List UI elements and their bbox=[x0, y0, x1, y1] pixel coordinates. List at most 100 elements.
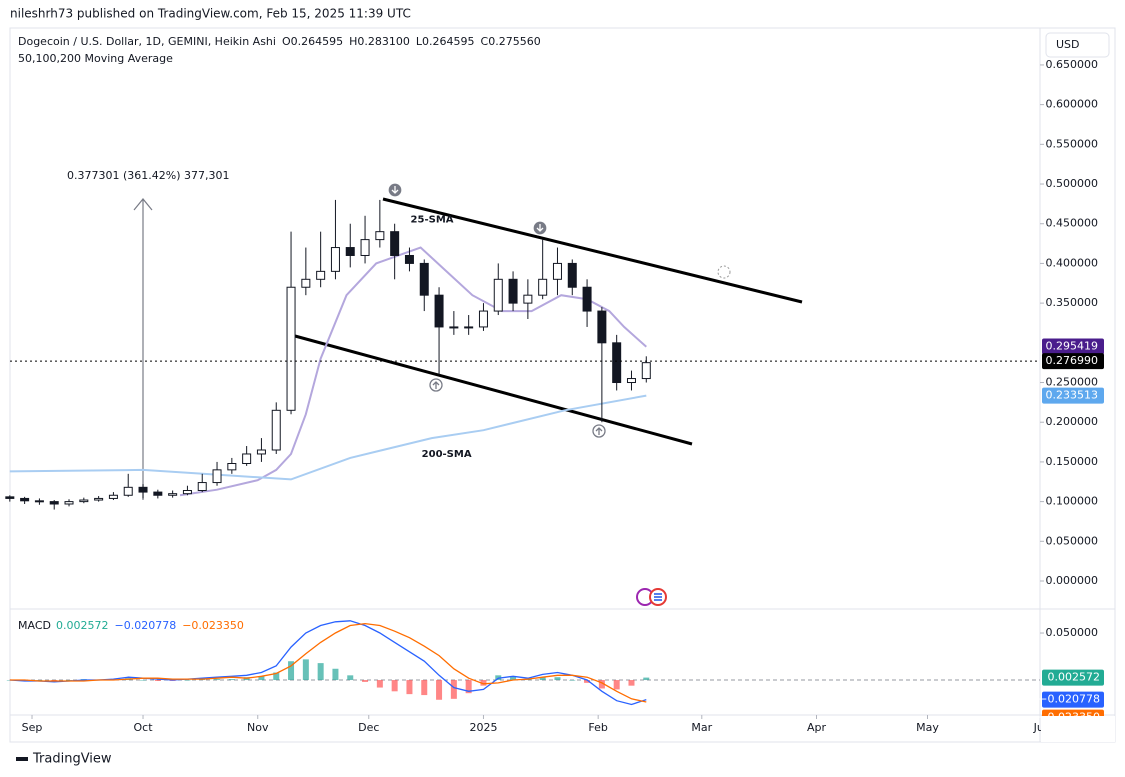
candle-body bbox=[138, 486, 148, 493]
macd-histogram-bar bbox=[436, 680, 443, 700]
ohlc-value: L0.264595 bbox=[416, 35, 475, 48]
candle-body bbox=[301, 278, 311, 288]
y-tick-label: 0.250000 bbox=[1046, 376, 1099, 389]
macd-histogram-bar bbox=[450, 680, 457, 699]
macd-histogram-bar bbox=[302, 659, 309, 681]
ma-label: 200-SMA bbox=[422, 449, 472, 460]
candle-body bbox=[523, 294, 533, 304]
y-tick-label: 0.550000 bbox=[1046, 137, 1099, 150]
x-tick-label: May bbox=[916, 721, 939, 734]
macd-line bbox=[9, 622, 647, 703]
y-tick-label: 0.000000 bbox=[1046, 574, 1099, 587]
candle-body bbox=[597, 310, 607, 344]
macd-histogram-bar bbox=[480, 680, 487, 686]
y-tick-label: 0.350000 bbox=[1046, 296, 1099, 309]
macd-histogram-bar bbox=[584, 680, 591, 683]
y-tick-label: 0.650000 bbox=[1046, 58, 1099, 71]
candle-body bbox=[390, 231, 400, 256]
y-tick-label: 0.100000 bbox=[1046, 495, 1099, 508]
price-tag-label: 0.233513 bbox=[1046, 389, 1099, 402]
measure-label: 0.377301 (361.42%) 377,301 bbox=[67, 169, 230, 182]
macd-legend-value: −0.023350 bbox=[182, 619, 244, 632]
macd-histogram-bar bbox=[569, 680, 576, 681]
macd-histogram-bar bbox=[154, 680, 161, 681]
x-tick-label: Dec bbox=[358, 721, 379, 734]
spinner bbox=[717, 265, 731, 279]
macd-title: MACD bbox=[18, 619, 51, 632]
candle-body bbox=[508, 278, 518, 304]
event-icons[interactable] bbox=[636, 588, 667, 606]
macd-histogram-bar bbox=[598, 680, 605, 689]
ma-label: 25-SMA bbox=[411, 215, 454, 226]
macd-tag-label: 0.002572 bbox=[1048, 671, 1101, 684]
macd-histogram-bar bbox=[376, 680, 383, 688]
candle-body bbox=[552, 262, 562, 280]
ohlc-value: C0.275560 bbox=[481, 35, 541, 48]
macd-histogram-bar bbox=[332, 668, 339, 681]
macd-histogram-bar bbox=[539, 677, 546, 681]
candle-body bbox=[271, 409, 281, 451]
channel-upper bbox=[382, 197, 803, 304]
macd-histogram-bar bbox=[347, 675, 354, 681]
ohlc-value: H0.283100 bbox=[349, 35, 410, 48]
footer: TradingView bbox=[32, 752, 112, 767]
macd-histogram-bar bbox=[140, 680, 147, 681]
macd-histogram-bar bbox=[288, 661, 295, 681]
macd-histogram-bar bbox=[465, 680, 472, 694]
x-tick-label: Oct bbox=[134, 721, 154, 734]
candle-body bbox=[108, 494, 118, 499]
candle-body bbox=[34, 500, 44, 503]
axis-mask bbox=[1041, 716, 1115, 742]
macd-histogram-bar bbox=[421, 680, 428, 696]
candle-body bbox=[123, 486, 133, 496]
candle-body bbox=[5, 496, 15, 499]
candle-body bbox=[168, 493, 178, 496]
publisher: nileshrh73 published on TradingView.com,… bbox=[10, 7, 411, 21]
macd-histogram-bar bbox=[228, 679, 235, 681]
y-tick-label: 0.050000 bbox=[1046, 534, 1099, 547]
y2-tick-label: 0.050000 bbox=[1046, 626, 1099, 639]
candle-body bbox=[256, 449, 266, 455]
candle-body bbox=[626, 378, 636, 384]
currency: USD bbox=[1056, 38, 1080, 51]
candle-body bbox=[419, 262, 429, 296]
candle-body bbox=[641, 362, 651, 380]
candle-body bbox=[182, 489, 192, 495]
candle-body bbox=[330, 247, 340, 272]
macd-tag-label: −0.020778 bbox=[1038, 693, 1100, 706]
candle-body bbox=[49, 501, 59, 505]
candle-body bbox=[94, 497, 104, 501]
chart-title: Dogecoin / U.S. Dollar, 1D, GEMINI, Heik… bbox=[18, 35, 276, 48]
candle-body bbox=[64, 501, 74, 505]
macd-histogram-bar bbox=[184, 680, 191, 681]
candle-body bbox=[567, 262, 577, 288]
moving-average bbox=[9, 394, 647, 481]
candle-body bbox=[212, 469, 222, 484]
candle-body bbox=[345, 247, 355, 256]
macd-histogram-bar bbox=[510, 676, 517, 681]
macd-histogram-bar bbox=[406, 680, 413, 695]
currency-button[interactable] bbox=[1045, 32, 1110, 58]
macd-legend-value: 0.002572 bbox=[56, 619, 109, 632]
price-tag bbox=[1042, 353, 1104, 370]
y-tick-label: 0.150000 bbox=[1046, 455, 1099, 468]
candle-body bbox=[242, 453, 252, 465]
macd-histogram-bar bbox=[66, 680, 73, 681]
candle-body bbox=[153, 491, 163, 496]
candle-body bbox=[79, 499, 89, 503]
candle-body bbox=[360, 239, 370, 256]
arrow-icons bbox=[387, 182, 548, 236]
price-tag-label: 0.295419 bbox=[1046, 339, 1099, 352]
arrow-icons-up bbox=[429, 378, 606, 438]
x-tick-label: Sep bbox=[22, 721, 43, 734]
candle-body bbox=[434, 294, 444, 328]
y-tick-label: 0.600000 bbox=[1046, 98, 1099, 111]
macd-tag bbox=[1042, 691, 1104, 708]
y-tick-label: 0.200000 bbox=[1046, 415, 1099, 428]
macd-legend-value: −0.020778 bbox=[115, 619, 177, 632]
channel-lower bbox=[294, 334, 693, 446]
candle-body bbox=[538, 278, 548, 296]
macd-histogram-bar bbox=[258, 676, 265, 681]
